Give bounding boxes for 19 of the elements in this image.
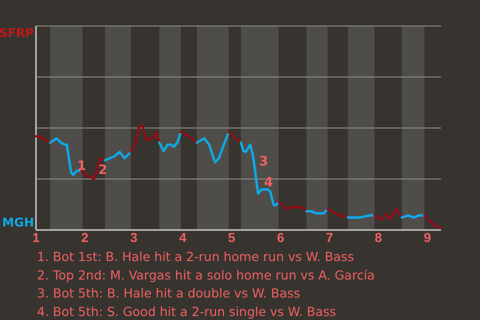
x-tick-label: 4	[179, 230, 188, 246]
text: MGH	[2, 215, 34, 230]
annotation: 3	[259, 154, 268, 170]
x-tick-label: 6	[276, 230, 284, 246]
x-tick-label: 2	[81, 230, 89, 246]
x-tick-label: 8	[374, 230, 382, 246]
text: 1. Bot 1st: B. Hale hit a 2-run home run vs W. Bass	[37, 249, 354, 264]
x-tick-label: 1	[32, 230, 40, 246]
x-tick-label: 9	[424, 230, 431, 246]
text: 3. Bot 5th: B. Hale hit a double vs W. Bass	[37, 286, 300, 301]
annotation: 1	[77, 158, 86, 174]
text: SFRP	[0, 26, 34, 40]
annotation: 4	[264, 175, 274, 190]
x-tick-label: 7	[326, 230, 334, 246]
text: 2. Top 2nd: M. Vargas hit a solo home run vs A. García	[37, 267, 375, 282]
x-tick-label: 5	[228, 230, 236, 246]
x-tick-label: 3	[130, 230, 138, 246]
text: 4. Bot 5th: S. Good hit a 2-run single vs W. Bass	[37, 304, 336, 319]
annotation: 2	[98, 163, 108, 178]
